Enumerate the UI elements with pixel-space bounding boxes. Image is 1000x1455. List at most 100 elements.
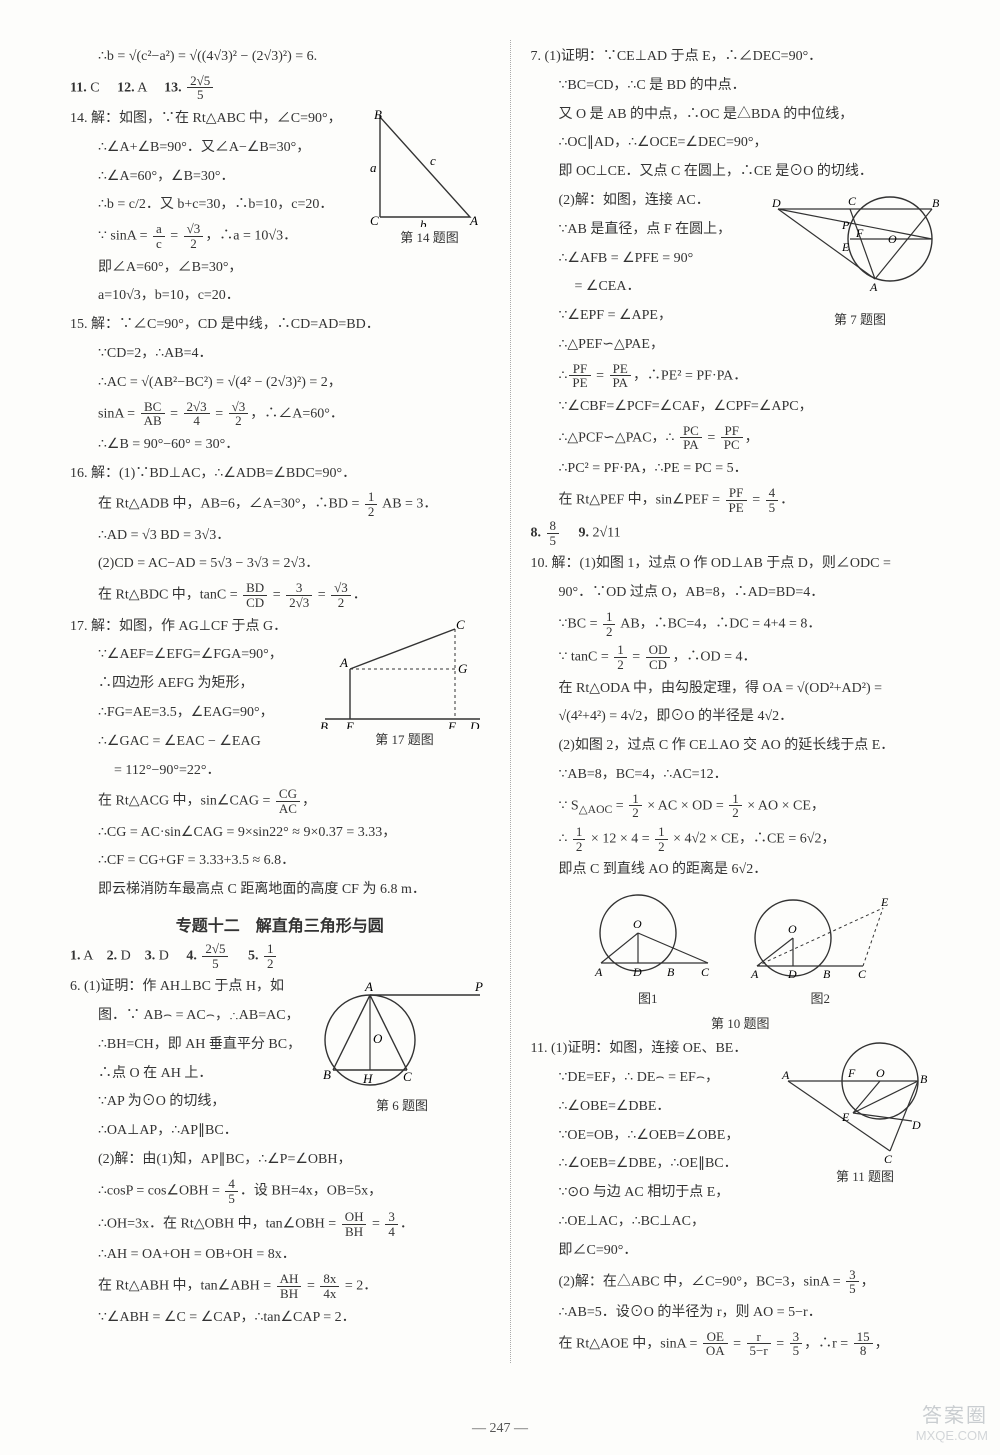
text-line: ∵CD=2，∴AB=4．	[70, 342, 490, 366]
text-line: 在 Rt△BDC 中，tanC = BDCD = 32√3 = √32．	[70, 581, 490, 609]
svg-text:O: O	[788, 922, 797, 936]
text-line: 10. 解：(1)如图 1，过点 O 作 OD⊥AB 于点 D，则∠ODC =	[531, 552, 951, 576]
text-line: ∵∠CBF=∠PCF=∠CAF，∠CPF=∠APC，	[531, 395, 951, 419]
svg-text:F: F	[847, 1066, 856, 1080]
text-line: 即 OC⊥CE．又点 C 在圆上，∴CE 是⊙O 的切线．	[531, 160, 951, 184]
text-line: ∵ tanC = 12 = ODCD，∴OD = 4．	[531, 643, 951, 671]
text-line: ∴AD = √3 BD = 3√3．	[70, 524, 490, 548]
text-line: ∴AH = OA+OH = OB+OH = 8x．	[70, 1243, 490, 1267]
circle-diagram-icon: O A D B C E	[743, 888, 898, 988]
svg-text:E: E	[841, 1110, 850, 1124]
svg-text:B: B	[823, 967, 831, 981]
figure-11: A F O B E D C 第 11 题图	[780, 1041, 950, 1185]
text-line: ∴OH=3x．在 Rt△OBH 中，tan∠OBH = OHBH = 34．	[70, 1210, 490, 1238]
svg-text:C: C	[456, 619, 465, 632]
svg-text:b: b	[420, 217, 427, 227]
svg-text:O: O	[876, 1066, 885, 1080]
svg-text:E: E	[841, 240, 850, 254]
svg-text:D: D	[771, 196, 781, 210]
figure-caption: 第 17 题图	[320, 729, 490, 748]
left-column: ∴b = √(c²−a²) = √((4√3)² − (2√3)²) = 6. …	[70, 40, 490, 1363]
text-line: ∴CG = AC·sin∠CAG = 9×sin22° ≈ 9×0.37 = 3…	[70, 821, 490, 845]
subfigure-caption: 图1	[583, 988, 713, 1007]
svg-text:B: B	[374, 107, 382, 122]
text-line: ∵AB=8，BC=4，∴AC=12．	[531, 763, 951, 787]
text-line: ∴PC² = PF·PA，∴PE = PC = 5．	[531, 457, 951, 481]
page: ∴b = √(c²−a²) = √((4√3)² − (2√3)²) = 6. …	[0, 0, 1000, 1423]
text-line: 又 O 是 AB 的中点，∴OC 是△BDA 的中位线，	[531, 103, 951, 127]
svg-text:C: C	[701, 965, 710, 979]
fraction: 2√55	[187, 74, 213, 102]
text-line: ∴cosP = cos∠OBH = 45．设 BH=4x，OB=5x，	[70, 1177, 490, 1205]
text-line: 即∠C=90°．	[531, 1239, 951, 1263]
figure-caption: 第 10 题图	[531, 1013, 951, 1032]
svg-text:G: G	[458, 661, 468, 676]
svg-text:F: F	[855, 226, 864, 240]
text-line: ∴b = √(c²−a²) = √((4√3)² − (2√3)²) = 6.	[70, 45, 490, 69]
text-line: 在 Rt△ADB 中，AB=6，∠A=30°，∴BD = 12 AB = 3．	[70, 490, 490, 518]
svg-text:c: c	[430, 153, 436, 168]
diagram-icon: C A G B E F D	[320, 619, 485, 729]
text-line: 16. 解：(1)∵BD⊥AC，∴∠ADB=∠BDC=90°．	[70, 462, 490, 486]
svg-text:C: C	[858, 967, 867, 981]
text-line: ∴ 12 × 12 × 4 = 12 × 4√2 × CE，∴CE = 6√2，	[531, 825, 951, 853]
right-column: 7. (1)证明：∵CE⊥AD 于点 E，∴∠DEC=90°． ∵BC=CD，∴…	[531, 40, 951, 1363]
text-line: ∴CF = CG+GF = 3.33+3.5 ≈ 6.8．	[70, 849, 490, 873]
text-line: ∵BC = 12 AB，∴BC=4，∴DC = 4+4 = 8．	[531, 610, 951, 638]
text-line: (2)CD = AC−AD = 5√3 − 3√3 = 2√3．	[70, 552, 490, 576]
figure-10: O A D B C 图1 O A D	[531, 888, 951, 1007]
svg-text:C: C	[884, 1152, 893, 1166]
qnum: 11.	[70, 80, 87, 95]
section-title: 专题十二 解直角三角形与圆	[70, 912, 490, 936]
svg-text:A: A	[364, 979, 373, 994]
svg-text:B: B	[320, 719, 328, 729]
text-line: 15. 解：∵∠C=90°，CD 是中线，∴CD=AD=BD．	[70, 313, 490, 337]
figure-caption: 第 11 题图	[780, 1166, 950, 1185]
text-line: ∴PFPE = PEPA，∴PE² = PF·PA．	[531, 362, 951, 390]
text-line: 8. 85 9. 2√11	[531, 519, 951, 547]
svg-text:A: A	[339, 655, 348, 670]
svg-text:A: A	[869, 280, 878, 294]
svg-text:B: B	[920, 1072, 928, 1086]
text-line: 即点 C 到直线 AO 的距离是 6√2．	[531, 858, 951, 882]
svg-text:D: D	[469, 719, 480, 729]
page-number: 247	[0, 1421, 1000, 1437]
figure-caption: 第 6 题图	[315, 1095, 490, 1114]
text-line: ∴AC = √(AB²−BC²) = √(4² − (2√3)²) = 2，	[70, 371, 490, 395]
column-divider	[510, 40, 511, 1363]
text-line: (2)解：由(1)知，AP∥BC，∴∠P=∠OBH，	[70, 1148, 490, 1172]
figure-17: C A G B E F D 第 17 题图	[320, 619, 490, 748]
text-line: ∴∠B = 90°−60° = 30°．	[70, 433, 490, 457]
figure-7: D C B P F E O A 第 7 题图	[770, 189, 950, 328]
svg-text:E: E	[345, 719, 354, 729]
svg-text:A: A	[781, 1068, 790, 1082]
figure-6: A P B C H O 第 6 题图	[315, 975, 490, 1114]
text-line: sinA = BCAB = 2√34 = √32，∴∠A=60°．	[70, 400, 490, 428]
svg-text:P: P	[474, 979, 483, 994]
svg-text:B: B	[932, 196, 940, 210]
subfigure-caption: 图2	[743, 988, 898, 1007]
text-line: ∵BC=CD，∴C 是 BD 的中点．	[531, 74, 951, 98]
watermark-main: 答案圈	[916, 1399, 988, 1428]
text-line: 1. A 2. D 3. D 4. 2√55 5. 12	[70, 942, 490, 970]
text-line: ∴△PCF∽△PAC，∴ PCPA = PFPC，	[531, 424, 951, 452]
text-line: 90°．∵OD 过点 O，AB=8，∴AD=BD=4．	[531, 581, 951, 605]
svg-text:D: D	[787, 967, 797, 981]
text-line: 即∠A=60°，∠B=30°，	[70, 256, 490, 280]
circle-diagram-icon: O A D B C	[583, 888, 713, 988]
svg-text:E: E	[880, 895, 889, 909]
text-line: √(4²+4²) = 4√2，即⊙O 的半径是 4√2．	[531, 705, 951, 729]
qnum: 12.	[117, 80, 135, 95]
circle-diagram-icon: D C B P F E O A	[770, 189, 945, 309]
text-line: 即云梯消防车最高点 C 距离地面的高度 CF 为 6.8 m．	[70, 878, 490, 902]
svg-text:A: A	[594, 965, 603, 979]
svg-text:H: H	[362, 1071, 373, 1086]
svg-text:D: D	[632, 965, 642, 979]
watermark-sub: MXQE.COM	[916, 1428, 988, 1443]
text-line: ∴△PEF∽△PAE，	[531, 333, 951, 357]
svg-text:C: C	[848, 194, 857, 208]
svg-text:B: B	[667, 965, 675, 979]
svg-text:O: O	[633, 917, 642, 931]
circle-diagram-icon: A P B C H O	[315, 975, 485, 1095]
triangle-icon: B C A a c b	[370, 107, 480, 227]
